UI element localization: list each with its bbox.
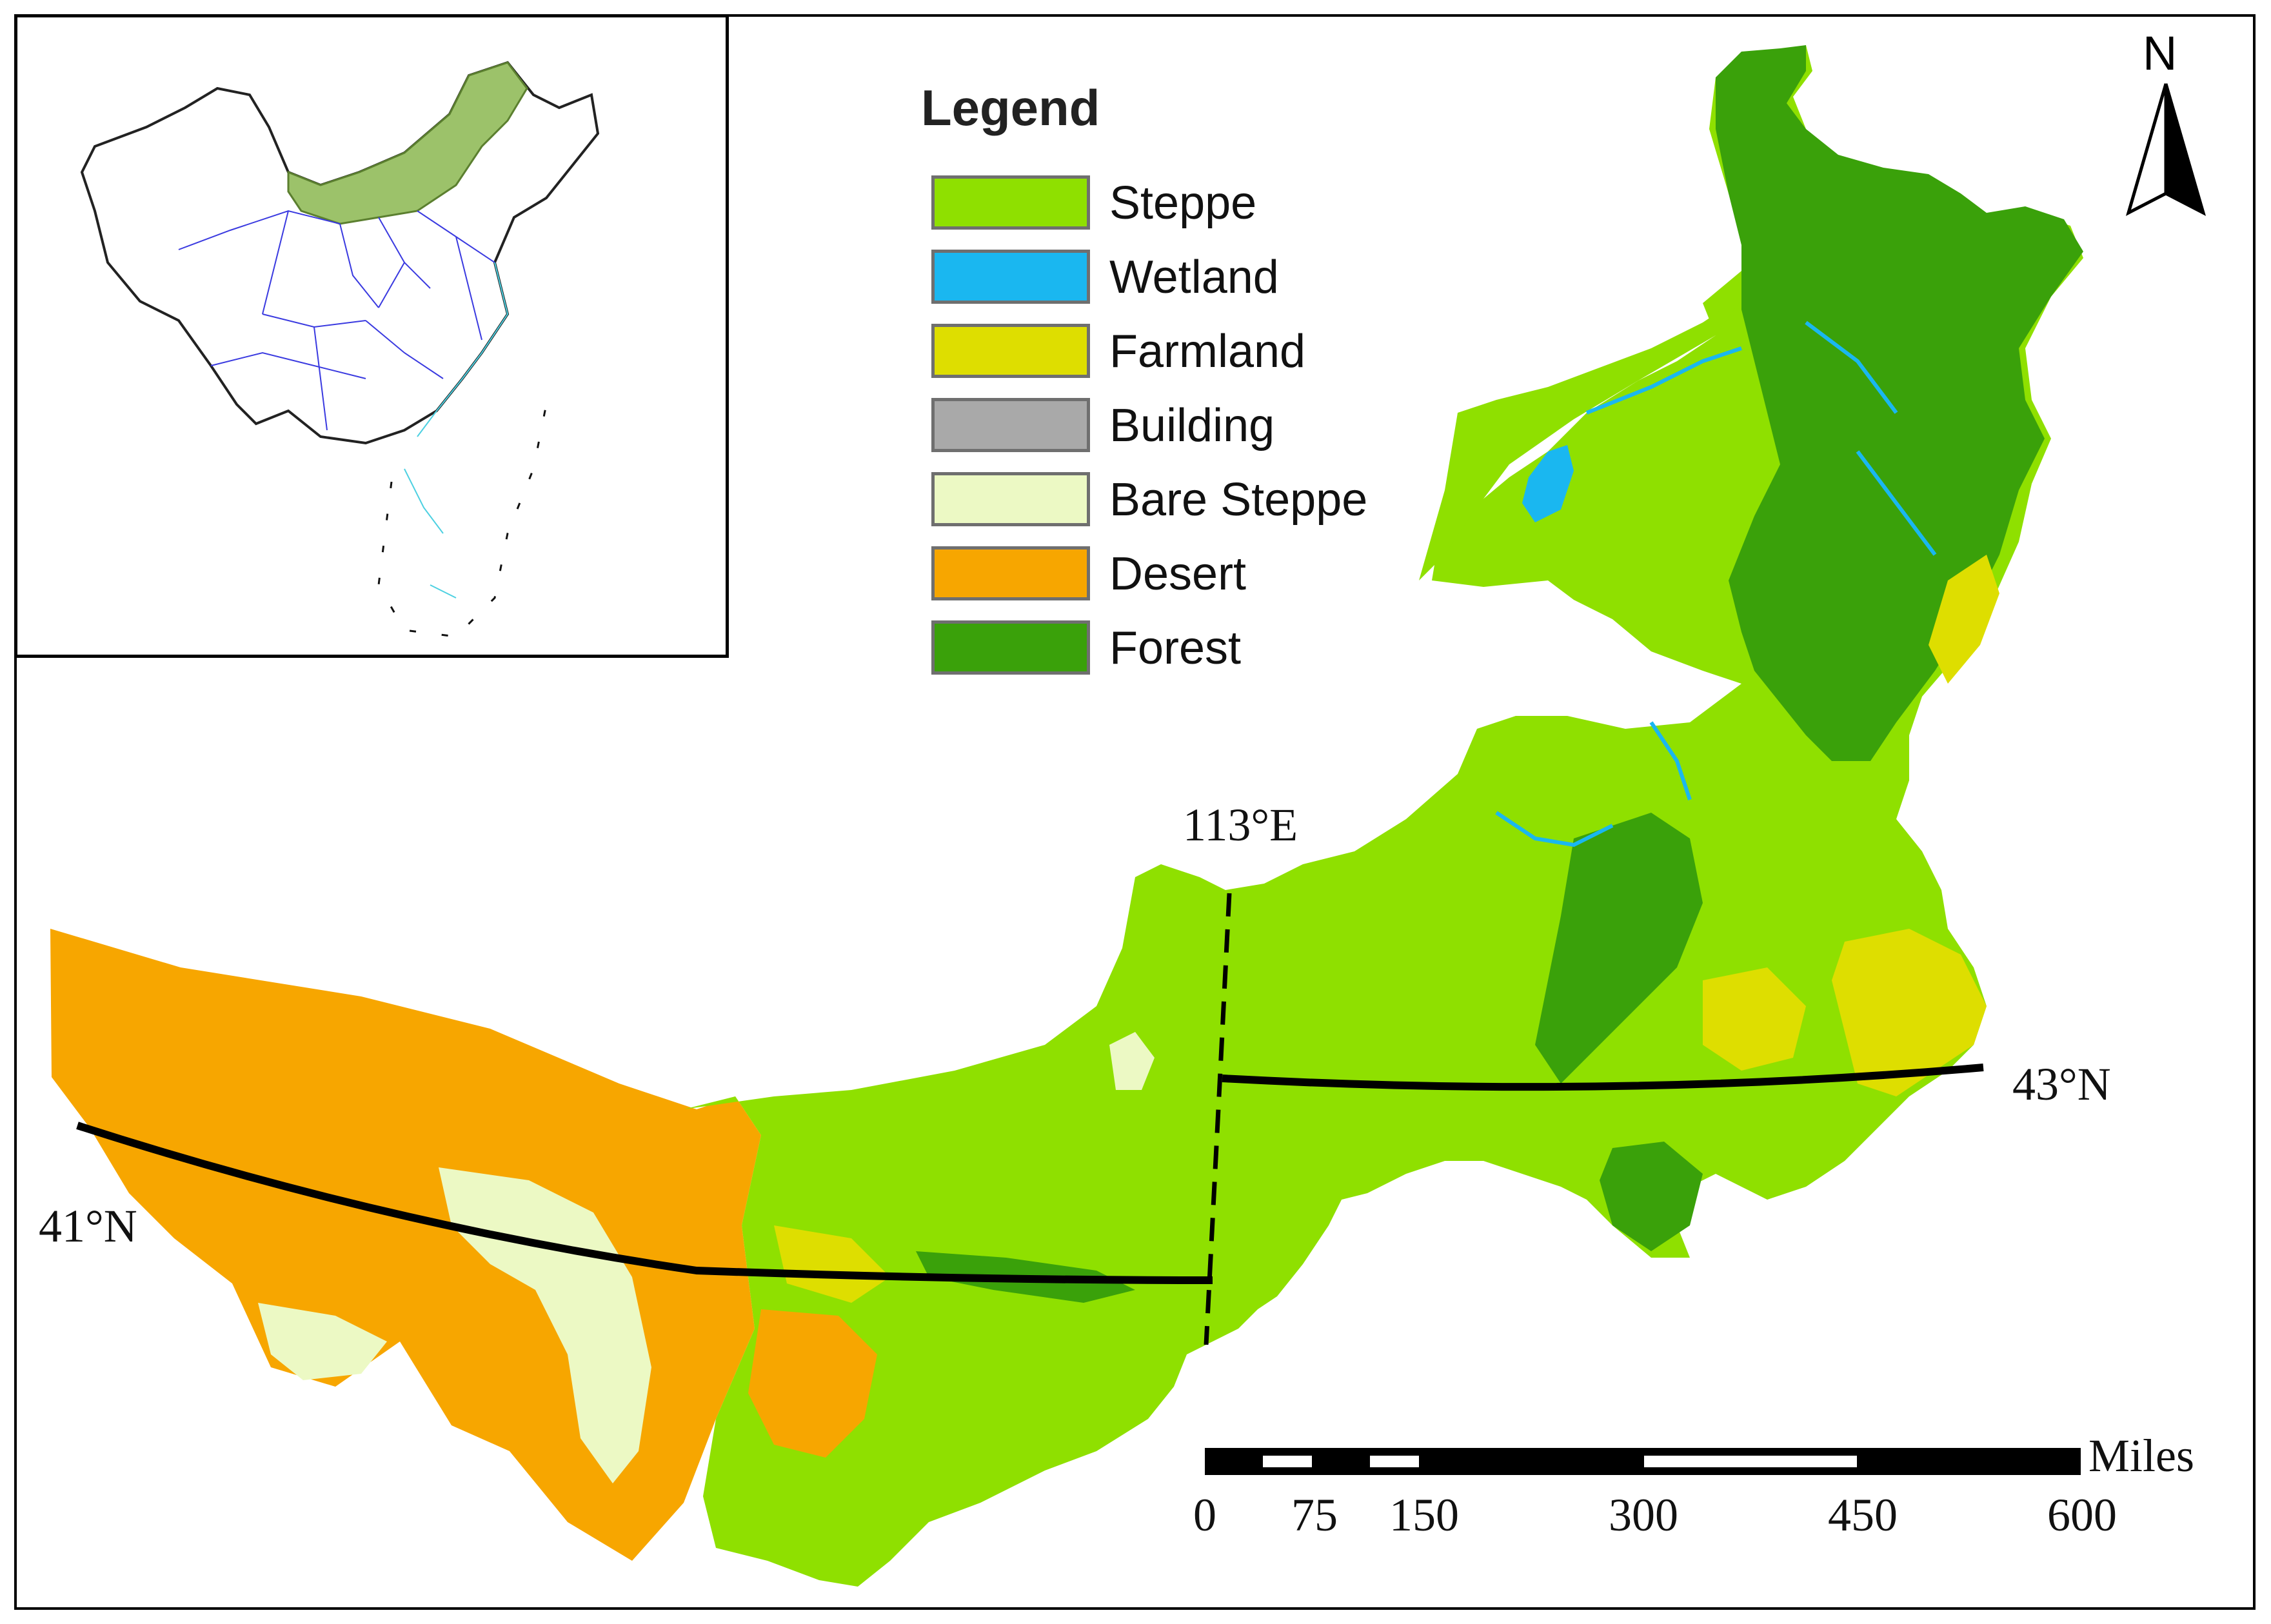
legend-swatch bbox=[931, 250, 1090, 304]
region-forest bbox=[1716, 45, 2083, 761]
region-farmland bbox=[1832, 929, 1987, 1096]
legend-label: Wetland bbox=[1109, 252, 1279, 303]
meridian-113-line bbox=[1204, 893, 1232, 1345]
legend-swatch bbox=[931, 472, 1090, 526]
scale-tick-0: 0 bbox=[1193, 1489, 1216, 1541]
region-farmland-4 bbox=[774, 1225, 890, 1303]
nine-dash-line bbox=[377, 404, 548, 638]
legend-swatch bbox=[931, 398, 1090, 452]
north-label: N bbox=[2143, 26, 2177, 80]
legend-label: Building bbox=[1109, 400, 1275, 451]
region-desert-2 bbox=[748, 1309, 877, 1458]
region-wetland-lake bbox=[1522, 445, 1574, 522]
legend-swatch bbox=[931, 620, 1090, 675]
scale-tick-600: 600 bbox=[2047, 1489, 2117, 1541]
scale-bar bbox=[1205, 1448, 2081, 1475]
region-farmland-2 bbox=[1929, 555, 1999, 684]
region-desert bbox=[50, 929, 761, 1561]
north-arrow-icon bbox=[2125, 83, 2207, 216]
latitude-43-label: 43°N bbox=[2012, 1058, 2111, 1110]
latitude-41-line bbox=[76, 1122, 1213, 1284]
latitude-41-label: 41°N bbox=[39, 1200, 137, 1252]
scale-unit-label: Miles bbox=[2088, 1430, 2195, 1481]
legend-swatch bbox=[931, 175, 1090, 230]
china-locator-map bbox=[80, 61, 600, 638]
region-steppe bbox=[684, 187, 2083, 1587]
scale-tick-450: 450 bbox=[1828, 1489, 1898, 1541]
region-bare-steppe-2 bbox=[258, 1303, 387, 1380]
legend-title: Legend bbox=[921, 79, 1100, 136]
china-outline bbox=[80, 61, 600, 445]
meridian-label: 113°E bbox=[1183, 799, 1298, 851]
scale-tick-150: 150 bbox=[1389, 1489, 1459, 1541]
coastline bbox=[404, 262, 509, 599]
inset-map bbox=[14, 14, 729, 658]
region-forest-3 bbox=[1600, 1142, 1703, 1251]
legend-label: Forest bbox=[1109, 622, 1242, 674]
scale-tick-75: 75 bbox=[1291, 1489, 1338, 1541]
region-forest-2 bbox=[1535, 813, 1703, 1084]
legend-label: Desert bbox=[1109, 548, 1247, 600]
legend-label: Farmland bbox=[1109, 326, 1306, 377]
province-borders bbox=[178, 210, 495, 431]
latitude-43-line bbox=[1222, 1064, 1984, 1091]
region-bare-steppe bbox=[439, 1167, 651, 1483]
region-wetland-river bbox=[1495, 321, 1937, 847]
region-farmland-3 bbox=[1703, 967, 1806, 1071]
inner-mongolia-highlight bbox=[287, 61, 528, 225]
region-bare-steppe-3 bbox=[1109, 1032, 1155, 1090]
legend-swatch bbox=[931, 324, 1090, 378]
legend-label: Bare Steppe bbox=[1109, 474, 1368, 526]
legend-swatch bbox=[931, 546, 1090, 600]
scale-tick-300: 300 bbox=[1609, 1489, 1678, 1541]
legend-label: Steppe bbox=[1109, 177, 1257, 229]
